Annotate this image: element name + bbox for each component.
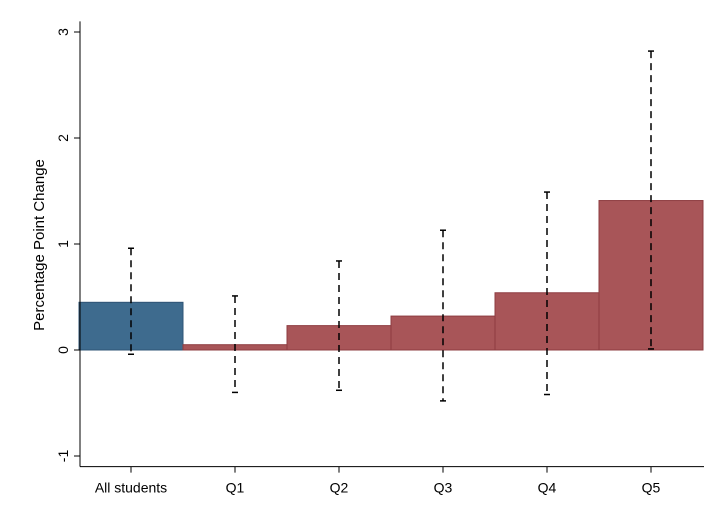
x-tick-label: Q2 (330, 480, 349, 496)
y-tick-label: 2 (55, 134, 71, 142)
x-tick-label: Q1 (226, 480, 245, 496)
y-axis-label: Percentage Point Change (31, 159, 48, 331)
x-tick-label: Q3 (434, 480, 453, 496)
plot-area: -1 0 1 2 3 All students Q1 Q2 Q3 Q4 Q5 (55, 21, 704, 496)
y-tick-label: 1 (55, 240, 71, 248)
y-tick-label: -1 (55, 450, 71, 463)
y-tick-label: 0 (55, 346, 71, 354)
y-tick-label: 3 (55, 28, 71, 36)
x-tick-label: Q5 (642, 480, 661, 496)
x-tick-label: Q4 (538, 480, 557, 496)
x-tick-label: All students (95, 480, 167, 496)
